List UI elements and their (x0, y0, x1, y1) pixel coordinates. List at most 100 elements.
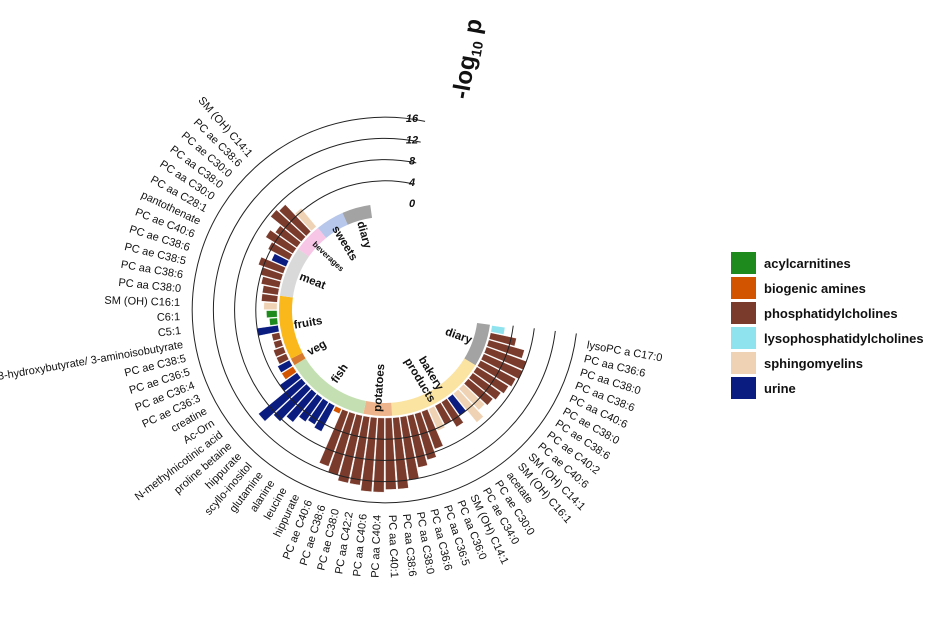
food-group-band (279, 205, 490, 416)
metabolite-label-42: C5:1 (157, 325, 181, 339)
legend-swatch-biogenic_amines (731, 277, 756, 299)
food-group-label-3: fish (329, 362, 351, 386)
food-group-band-4 (290, 352, 306, 366)
chart-title-group: -log10 p (447, 17, 488, 101)
bar-47 (260, 276, 282, 288)
bar-19 (392, 416, 409, 490)
food-group-band-1 (391, 358, 476, 416)
bar-31 (286, 388, 317, 423)
legend-label-urine: urine (764, 381, 796, 396)
bar-28 (313, 402, 336, 432)
bar-10 (453, 389, 484, 423)
metabolite-label-44: SM (OH) C16:1 (104, 295, 180, 309)
bar-8 (463, 378, 494, 406)
tick-label-4: 4 (408, 177, 415, 189)
grid-ring-16 (191, 116, 577, 504)
food-group-label-2: potatoes (372, 363, 387, 412)
bar-37 (276, 353, 290, 365)
bar-36 (277, 359, 293, 373)
radial-grid-rings (191, 116, 577, 504)
bar-14 (428, 405, 446, 432)
bar-21 (372, 417, 385, 493)
bar-43 (266, 310, 278, 318)
tick-label-16: 16 (406, 113, 419, 125)
legend-swatch-urine (731, 377, 756, 399)
legend-swatch-lysophosphatidylcholines (731, 327, 756, 349)
bar-23 (349, 415, 370, 486)
legend-label-lysophosphatidylcholines: lysophosphatidylcholines (764, 331, 924, 346)
metabolite-label-20: PC aa C40:1 (386, 515, 400, 578)
food-group-label-0: diary (443, 326, 473, 347)
grid-ring-4 (255, 180, 514, 440)
bar-32 (273, 383, 312, 422)
bar-46 (262, 285, 280, 296)
bar-15 (421, 409, 444, 450)
bar-12 (441, 398, 464, 428)
food-group-band-2 (363, 401, 393, 416)
bar-44 (263, 302, 278, 310)
bar-33 (258, 378, 307, 422)
food-group-label-6: meat (298, 271, 328, 292)
food-group-label-9: diary (354, 220, 373, 250)
food-group-band-3 (294, 358, 367, 414)
food-group-band-7 (298, 227, 327, 257)
bar-45 (261, 293, 279, 303)
grid-ring-8 (234, 159, 535, 461)
bar-38 (273, 346, 287, 358)
bar-39 (273, 339, 284, 349)
chart-title-subscript: 10 (468, 40, 486, 58)
bar-54 (270, 209, 306, 242)
bar-30 (298, 393, 323, 422)
legend-label-biogenic_amines: biogenic amines (764, 281, 866, 296)
bar-42 (269, 317, 279, 326)
bars-layer (256, 204, 527, 493)
chart-title-main: -log (447, 53, 481, 101)
food-group-band-0 (464, 322, 490, 366)
legend-swatch-acylcarnitines (731, 252, 756, 274)
legend-label-acylcarnitines: acylcarnitines (764, 256, 851, 271)
bar-51 (267, 241, 293, 261)
metabolite-label-45: PC aa C38:0 (118, 277, 182, 295)
tick-label-8: 8 (409, 156, 416, 168)
metabolite-labels: lysoPC a C17:0PC aa C36:6PC aa C38:0PC a… (0, 95, 663, 578)
bar-9 (458, 383, 485, 411)
bar-7 (468, 372, 502, 400)
bar-0 (490, 325, 506, 335)
bar-56 (294, 207, 317, 232)
food-group-label-4: veg (305, 338, 328, 358)
chart-title-end: p (458, 17, 488, 43)
legend: acylcarnitines biogenic amines phosphatidy… (731, 252, 924, 399)
metabolite-label-43: C6:1 (157, 311, 181, 324)
bar-17 (407, 413, 428, 468)
metabolite-label-19: PC aa C38:6 (400, 513, 418, 577)
bar-24 (337, 413, 363, 484)
bar-16 (414, 411, 437, 461)
food-group-band-8 (317, 212, 348, 238)
bar-20 (385, 417, 397, 490)
bar-50 (271, 253, 290, 267)
bar-2 (486, 339, 525, 359)
bar-27 (332, 405, 342, 414)
bar-35 (281, 366, 297, 380)
bar-40 (271, 332, 282, 342)
bar-29 (307, 398, 329, 425)
legend-swatch-phosphatidylcholines (731, 302, 756, 324)
tick-label-0: 0 (409, 198, 416, 210)
bar-6 (473, 366, 509, 394)
bar-22 (360, 416, 378, 492)
radial-tick-labels: 16 12 8 4 0 (406, 113, 419, 210)
food-group-label-5: fruits (293, 315, 323, 332)
legend-label-sphingomyelins: sphingomyelins (764, 356, 863, 371)
tick-label-12: 12 (406, 134, 418, 146)
legend-swatch-sphingomyelins (731, 352, 756, 374)
bar-52 (265, 229, 297, 254)
metabolite-label-21: PC aa C40:4 (369, 515, 383, 578)
bar-55 (278, 204, 312, 237)
food-group-band-5 (279, 295, 303, 359)
food-group-band-9 (342, 205, 373, 225)
bar-53 (275, 225, 302, 248)
legend-label-phosphatidylcholines: phosphatidylcholines (764, 306, 898, 321)
grid-ring-12 (212, 137, 556, 483)
